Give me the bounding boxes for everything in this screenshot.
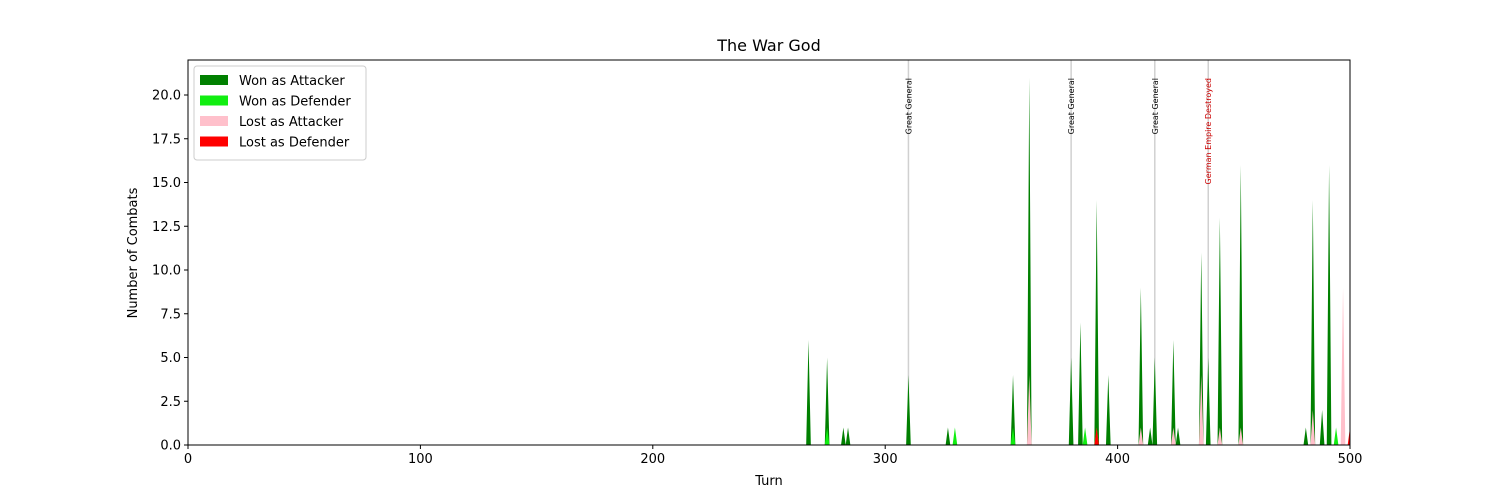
x-tick-label: 100 xyxy=(408,452,433,467)
legend: Won as Attacker Won as Defender Lost as At… xyxy=(193,65,367,161)
legend-swatch xyxy=(200,136,228,147)
y-tick-label: 0.0 xyxy=(160,439,181,454)
y-tick-label: 12.5 xyxy=(152,220,181,235)
y-tick-label: 15.0 xyxy=(152,176,181,191)
y-axis-label: Number of Combats xyxy=(126,187,141,318)
area xyxy=(188,287,1350,445)
y-tick-label: 10.0 xyxy=(152,264,181,279)
x-tick-label: 200 xyxy=(640,452,665,467)
legend-swatch xyxy=(200,75,228,85)
x-tick-label: 500 xyxy=(1338,452,1363,467)
annotation-text: Great General xyxy=(1151,78,1160,134)
legend-swatch xyxy=(200,116,228,126)
y-tick-label: 17.5 xyxy=(152,132,181,147)
legend-label: Lost as Attacker xyxy=(239,115,344,130)
x-tick-label: 0 xyxy=(184,452,192,467)
x-tick-label: 400 xyxy=(1105,452,1130,467)
legend-label: Lost as Defender xyxy=(239,136,350,151)
legend-swatch xyxy=(200,95,228,106)
chart-title: The War God xyxy=(716,36,820,55)
area xyxy=(188,427,1350,445)
x-axis-label: Turn xyxy=(754,474,783,489)
y-tick-label: 2.5 xyxy=(160,395,181,410)
annotation-text: Great General xyxy=(904,78,913,134)
annotation-text: German Empire Destroyed xyxy=(1204,78,1213,184)
y-tick-label: 20.0 xyxy=(152,89,181,104)
annotation-text: Great General xyxy=(1067,78,1076,134)
legend-label: Won as Attacker xyxy=(239,74,345,89)
y-tick-label: 7.5 xyxy=(160,307,181,322)
legend-label: Won as Defender xyxy=(239,95,351,110)
y-tick-label: 5.0 xyxy=(160,351,181,366)
legend-frame xyxy=(193,65,367,161)
x-tick-label: 300 xyxy=(873,452,898,467)
area xyxy=(188,427,1350,445)
plot-frame xyxy=(187,59,1351,446)
